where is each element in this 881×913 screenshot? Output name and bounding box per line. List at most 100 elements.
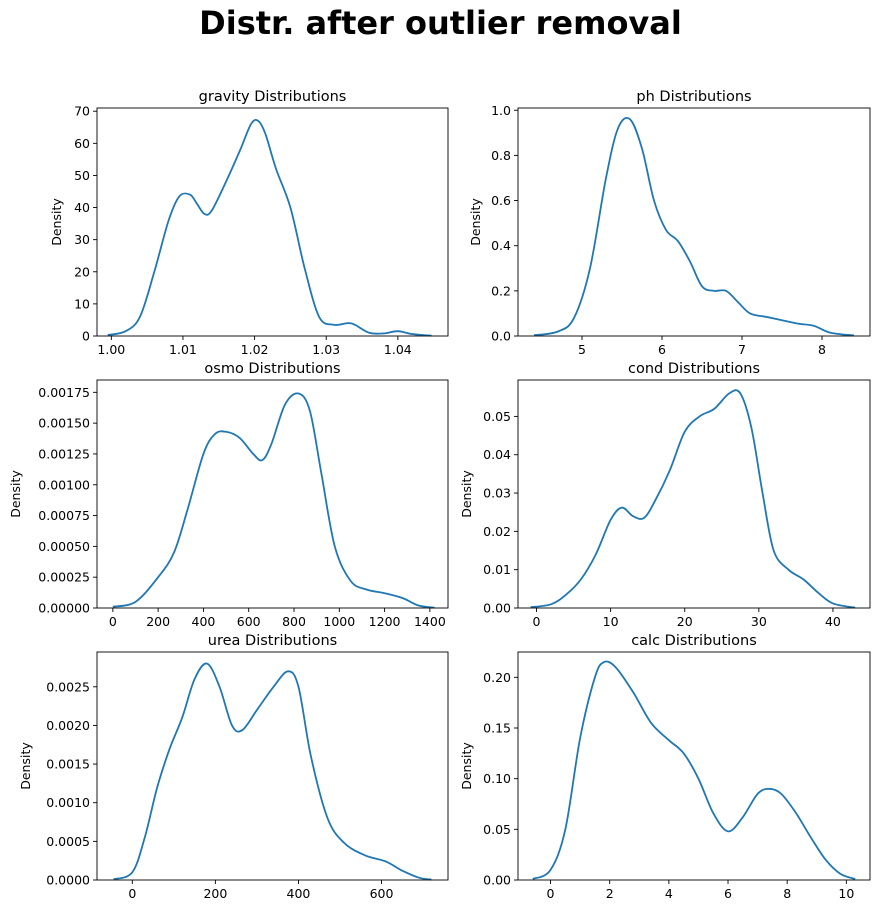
y-tick-label: 0.03	[483, 486, 511, 501]
x-tick-label: 400	[287, 886, 311, 901]
x-tick-label: 7	[738, 342, 746, 357]
x-tick-label: 0	[547, 886, 555, 901]
x-tick-label: 10	[838, 886, 854, 901]
x-tick-label: 2	[606, 886, 614, 901]
x-tick-label: 1.03	[312, 342, 340, 357]
y-tick-label: 0.0005	[46, 834, 90, 849]
x-tick-label: 200	[203, 886, 227, 901]
x-tick-label: 1000	[323, 614, 355, 629]
x-tick-label: 20	[677, 614, 693, 629]
y-tick-label: 60	[74, 136, 90, 151]
y-tick-label: 0.4	[491, 238, 511, 253]
x-tick-label: 600	[370, 886, 394, 901]
y-tick-label: 0.02	[483, 524, 511, 539]
y-tick-label: 0.10	[483, 771, 511, 786]
subplot-title: ph Distributions	[636, 89, 751, 105]
y-tick-label: 0.00100	[38, 477, 90, 492]
density-line	[530, 389, 856, 609]
y-tick-label: 0.0	[491, 329, 511, 344]
axes-frame	[517, 379, 871, 609]
x-tick-label: 1.04	[384, 342, 412, 357]
x-tick-label: 6	[658, 342, 666, 357]
y-tick-label: 0.0020	[46, 718, 90, 733]
y-tick-label: 70	[74, 104, 90, 119]
subplot-4: cond Distributions Density 0 10 20 30 40 0.00 0.…	[459, 361, 871, 629]
density-line	[532, 660, 856, 880]
subplot-6: calc Distributions Density 0 2 4 6 8 10 0.00 0.05…	[459, 633, 871, 901]
x-tick-label: 8	[783, 886, 791, 901]
figure-suptitle: Distr. after outlier removal	[199, 4, 682, 42]
x-tick-label: 10	[603, 614, 619, 629]
y-axis-label: Density	[459, 742, 474, 790]
density-line	[107, 118, 432, 337]
x-tick-label: 6	[724, 886, 732, 901]
y-tick-label: 0.00050	[38, 539, 90, 554]
x-tick-label: 1.01	[169, 342, 197, 357]
y-tick-label: 20	[74, 264, 90, 279]
y-tick-label: 0.05	[483, 822, 511, 837]
y-tick-label: 0.0010	[46, 795, 90, 810]
x-tick-label: 1.02	[241, 342, 269, 357]
x-tick-label: 1.00	[97, 342, 125, 357]
x-tick-label: 4	[665, 886, 673, 901]
x-tick-label: 30	[751, 614, 767, 629]
subplot-title: urea Distributions	[208, 633, 337, 649]
axes-frame	[96, 651, 449, 881]
x-tick-label: 800	[282, 614, 306, 629]
y-tick-label: 0.00150	[38, 416, 90, 431]
axes-frame	[96, 107, 449, 337]
y-tick-label: 0.2	[491, 283, 511, 298]
subplot-title: gravity Distributions	[199, 89, 347, 105]
y-axis-label: Density	[459, 470, 474, 518]
y-axis-label: Density	[18, 742, 33, 790]
x-tick-label: 40	[825, 614, 841, 629]
x-tick-label: 1400	[414, 614, 446, 629]
subplot-5: urea Distributions Density 0 200 400 600 0.000…	[18, 633, 449, 901]
y-tick-label: 0.00	[483, 601, 511, 616]
y-axis-label: Density	[8, 470, 23, 518]
y-tick-label: 0.01	[483, 562, 511, 577]
y-tick-label: 0.00025	[38, 570, 90, 585]
x-tick-label: 0	[128, 886, 136, 901]
y-tick-label: 0.0025	[46, 679, 90, 694]
x-tick-label: 200	[146, 614, 170, 629]
axes-frame	[96, 379, 449, 609]
x-tick-label: 0	[533, 614, 541, 629]
subplot-title: calc Distributions	[631, 633, 757, 649]
y-tick-label: 50	[74, 168, 90, 183]
x-tick-label: 5	[578, 342, 586, 357]
y-tick-label: 10	[74, 296, 90, 311]
x-tick-label: 600	[237, 614, 261, 629]
subplot-title: osmo Distributions	[204, 361, 340, 377]
axes-frame	[517, 107, 871, 337]
y-tick-label: 0.8	[491, 148, 511, 163]
axes-frame	[517, 651, 871, 881]
y-tick-label: 0.00125	[38, 446, 90, 461]
subplot-1: gravity Distributions Density 1.00 1.01 1.02…	[49, 89, 449, 357]
density-line	[533, 117, 855, 337]
y-tick-label: 0.6	[491, 193, 511, 208]
x-tick-label: 400	[192, 614, 216, 629]
y-tick-label: 0.05	[483, 409, 511, 424]
y-tick-label: 0.15	[483, 721, 511, 736]
y-tick-label: 0.00175	[38, 385, 90, 400]
density-line	[113, 662, 432, 881]
subplot-3: osmo Distributions Density 0 200 400 600 800 10…	[8, 361, 449, 629]
y-axis-label: Density	[468, 198, 483, 246]
y-tick-label: 0.00	[483, 873, 511, 888]
y-tick-label: 0.04	[483, 447, 511, 462]
y-tick-label: 1.0	[491, 103, 511, 118]
x-tick-label: 8	[818, 342, 826, 357]
x-tick-label: 0	[109, 614, 117, 629]
y-tick-label: 0.00000	[38, 601, 90, 616]
y-tick-label: 0.20	[483, 670, 511, 685]
y-tick-label: 0	[82, 329, 90, 344]
x-tick-label: 1200	[369, 614, 401, 629]
y-tick-label: 0.00075	[38, 508, 90, 523]
y-tick-label: 0.0000	[46, 873, 90, 888]
density-line	[112, 392, 435, 609]
y-tick-label: 0.0015	[46, 757, 90, 772]
subplot-title: cond Distributions	[628, 361, 760, 377]
